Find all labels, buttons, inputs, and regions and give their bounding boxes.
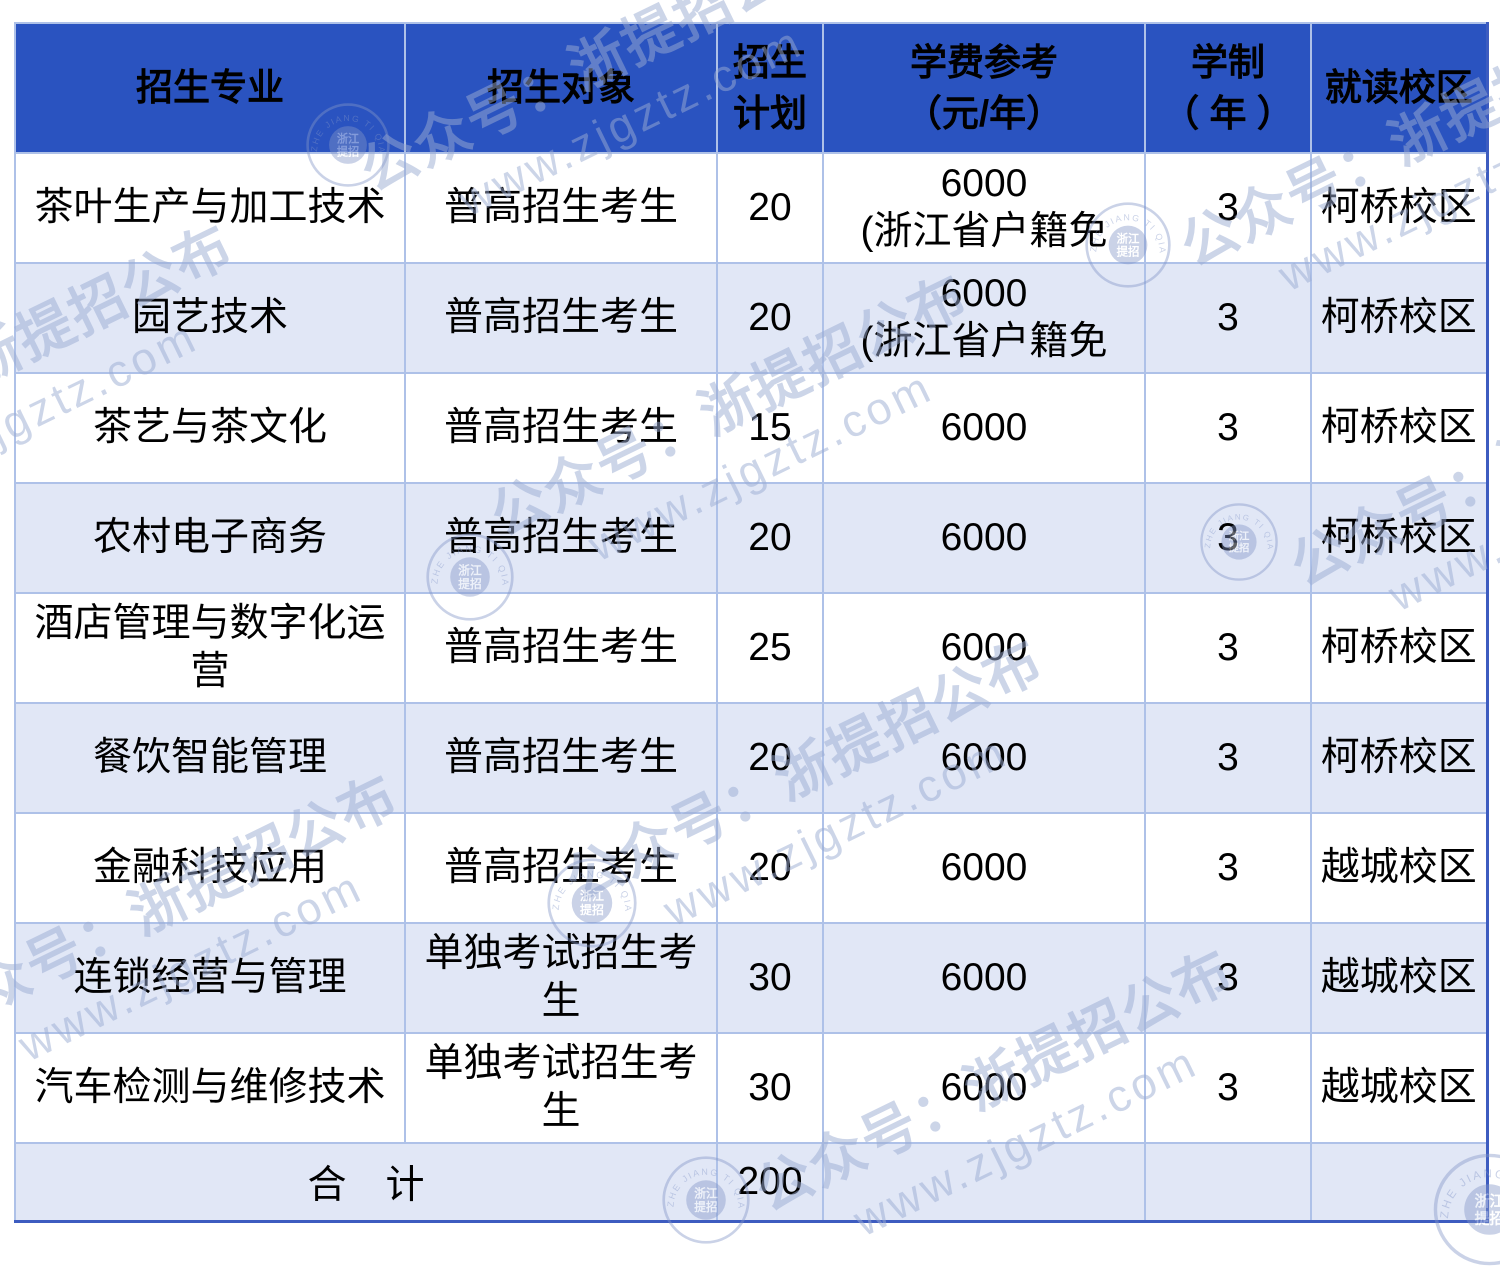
col-header-duration: 学制 （ 年 ） bbox=[1144, 22, 1312, 154]
duration-cell: 3 bbox=[1144, 262, 1312, 374]
campus-cell: 柯桥校区 bbox=[1310, 372, 1488, 484]
tuition-cell: 6000 bbox=[822, 812, 1146, 924]
col-header-tuition: 学费参考 （元/年） bbox=[822, 22, 1146, 154]
major-cell: 酒店管理与数字化运营 bbox=[14, 592, 406, 704]
duration-cell: 3 bbox=[1144, 1032, 1312, 1144]
enrollment-plan-table: 招生专业 招生对象 招生 计划 学费参考 （元/年） 学制 （ 年 ） 就读校区… bbox=[14, 22, 1489, 1223]
campus-cell: 柯桥校区 bbox=[1310, 152, 1488, 264]
total-duration-cell bbox=[1144, 1142, 1312, 1223]
plan-cell: 30 bbox=[716, 922, 824, 1034]
col-header-target: 招生对象 bbox=[404, 22, 718, 154]
major-cell: 农村电子商务 bbox=[14, 482, 406, 594]
tuition-cell: 6000 bbox=[822, 922, 1146, 1034]
tuition-cell: 6000 bbox=[822, 702, 1146, 814]
col-header-major: 招生专业 bbox=[14, 22, 406, 154]
target-cell: 普高招生考生 bbox=[404, 262, 718, 374]
campus-cell: 越城校区 bbox=[1310, 922, 1488, 1034]
table-row: 茶叶生产与加工技术 普高招生考生 20 6000 (浙江省户籍免 3 柯桥校区 bbox=[14, 152, 1488, 264]
target-cell: 单独考试招生考生 bbox=[404, 1032, 718, 1144]
target-cell: 普高招生考生 bbox=[404, 482, 718, 594]
major-cell: 金融科技应用 bbox=[14, 812, 406, 924]
total-label-cell: 合 计 bbox=[14, 1142, 718, 1223]
target-cell: 普高招生考生 bbox=[404, 702, 718, 814]
tuition-cell: 6000 (浙江省户籍免 bbox=[822, 262, 1146, 374]
total-row: 合 计 200 bbox=[14, 1142, 1488, 1223]
campus-cell: 柯桥校区 bbox=[1310, 262, 1488, 374]
target-cell: 普高招生考生 bbox=[404, 152, 718, 264]
enrollment-plan-page: 招生专业 招生对象 招生 计划 学费参考 （元/年） 学制 （ 年 ） 就读校区… bbox=[14, 22, 1489, 1223]
target-cell: 普高招生考生 bbox=[404, 372, 718, 484]
duration-cell: 3 bbox=[1144, 372, 1312, 484]
major-cell: 汽车检测与维修技术 bbox=[14, 1032, 406, 1144]
major-cell: 餐饮智能管理 bbox=[14, 702, 406, 814]
header-row: 招生专业 招生对象 招生 计划 学费参考 （元/年） 学制 （ 年 ） 就读校区 bbox=[14, 22, 1488, 154]
major-cell: 茶叶生产与加工技术 bbox=[14, 152, 406, 264]
col-header-campus: 就读校区 bbox=[1310, 22, 1488, 154]
table-row: 汽车检测与维修技术 单独考试招生考生 30 6000 3 越城校区 bbox=[14, 1032, 1488, 1144]
tuition-cell: 6000 bbox=[822, 372, 1146, 484]
plan-cell: 30 bbox=[716, 1032, 824, 1144]
major-cell: 园艺技术 bbox=[14, 262, 406, 374]
target-cell: 单独考试招生考生 bbox=[404, 922, 718, 1034]
duration-cell: 3 bbox=[1144, 702, 1312, 814]
campus-cell: 柯桥校区 bbox=[1310, 482, 1488, 594]
table-row: 茶艺与茶文化 普高招生考生 15 6000 3 柯桥校区 bbox=[14, 372, 1488, 484]
duration-cell: 3 bbox=[1144, 482, 1312, 594]
col-header-plan: 招生 计划 bbox=[716, 22, 824, 154]
tuition-cell: 6000 (浙江省户籍免 bbox=[822, 152, 1146, 264]
total-campus-cell bbox=[1310, 1142, 1488, 1223]
tuition-cell: 6000 bbox=[822, 592, 1146, 704]
plan-cell: 20 bbox=[716, 812, 824, 924]
target-cell: 普高招生考生 bbox=[404, 592, 718, 704]
plan-cell: 20 bbox=[716, 152, 824, 264]
plan-cell: 25 bbox=[716, 592, 824, 704]
major-cell: 连锁经营与管理 bbox=[14, 922, 406, 1034]
plan-cell: 15 bbox=[716, 372, 824, 484]
total-plan-cell: 200 bbox=[716, 1142, 824, 1223]
plan-cell: 20 bbox=[716, 702, 824, 814]
duration-cell: 3 bbox=[1144, 152, 1312, 264]
campus-cell: 越城校区 bbox=[1310, 812, 1488, 924]
table-row: 连锁经营与管理 单独考试招生考生 30 6000 3 越城校区 bbox=[14, 922, 1488, 1034]
table-row: 餐饮智能管理 普高招生考生 20 6000 3 柯桥校区 bbox=[14, 702, 1488, 814]
duration-cell: 3 bbox=[1144, 592, 1312, 704]
duration-cell: 3 bbox=[1144, 922, 1312, 1034]
tuition-cell: 6000 bbox=[822, 1032, 1146, 1144]
duration-cell: 3 bbox=[1144, 812, 1312, 924]
plan-cell: 20 bbox=[716, 262, 824, 374]
total-tuition-cell bbox=[822, 1142, 1146, 1223]
tuition-cell: 6000 bbox=[822, 482, 1146, 594]
campus-cell: 柯桥校区 bbox=[1310, 702, 1488, 814]
table-row: 金融科技应用 普高招生考生 20 6000 3 越城校区 bbox=[14, 812, 1488, 924]
plan-cell: 20 bbox=[716, 482, 824, 594]
table-row: 酒店管理与数字化运营 普高招生考生 25 6000 3 柯桥校区 bbox=[14, 592, 1488, 704]
target-cell: 普高招生考生 bbox=[404, 812, 718, 924]
table-row: 园艺技术 普高招生考生 20 6000 (浙江省户籍免 3 柯桥校区 bbox=[14, 262, 1488, 374]
campus-cell: 柯桥校区 bbox=[1310, 592, 1488, 704]
table-row: 农村电子商务 普高招生考生 20 6000 3 柯桥校区 bbox=[14, 482, 1488, 594]
campus-cell: 越城校区 bbox=[1310, 1032, 1488, 1144]
major-cell: 茶艺与茶文化 bbox=[14, 372, 406, 484]
